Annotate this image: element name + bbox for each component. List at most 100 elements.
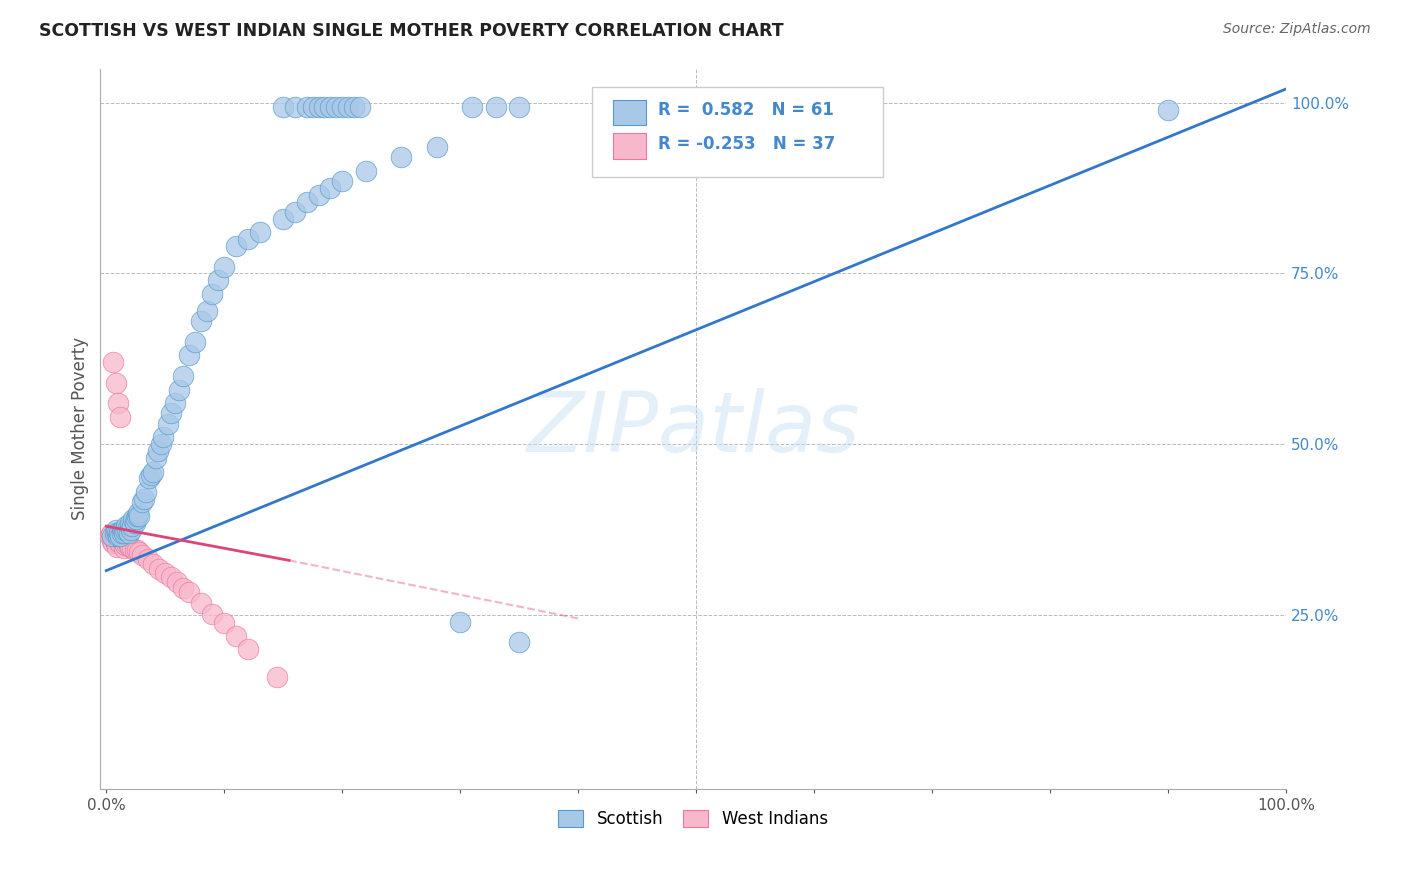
- Point: [249, 226, 271, 240]
- Text: SCOTTISH VS WEST INDIAN SINGLE MOTHER POVERTY CORRELATION CHART: SCOTTISH VS WEST INDIAN SINGLE MOTHER PO…: [39, 22, 785, 40]
- Point: [107, 534, 129, 549]
- Point: [301, 100, 323, 114]
- Point: [207, 273, 229, 287]
- Text: R = -0.253   N = 37: R = -0.253 N = 37: [658, 136, 835, 153]
- Point: [152, 430, 174, 444]
- Point: [114, 523, 136, 537]
- Point: [349, 100, 371, 114]
- Point: [236, 232, 259, 246]
- Point: [101, 534, 124, 549]
- Point: [117, 534, 139, 549]
- Point: [271, 211, 294, 226]
- Point: [169, 383, 191, 397]
- Point: [125, 543, 148, 558]
- Text: Source: ZipAtlas.com: Source: ZipAtlas.com: [1223, 22, 1371, 37]
- Point: [149, 437, 172, 451]
- Point: [212, 260, 235, 274]
- Point: [105, 540, 128, 554]
- Point: [118, 540, 141, 554]
- Point: [103, 355, 125, 369]
- Point: [177, 348, 200, 362]
- Point: [101, 529, 124, 543]
- Point: [225, 628, 247, 642]
- Point: [325, 100, 347, 114]
- Point: [166, 575, 188, 590]
- Point: [105, 526, 128, 541]
- Point: [120, 523, 142, 537]
- Point: [115, 519, 138, 533]
- Point: [330, 100, 353, 114]
- Point: [389, 150, 412, 164]
- Point: [449, 615, 471, 629]
- Point: [142, 465, 165, 479]
- Point: [148, 561, 170, 575]
- Point: [98, 529, 121, 543]
- Point: [155, 566, 177, 580]
- Point: [508, 100, 530, 114]
- Point: [319, 100, 342, 114]
- Point: [271, 100, 294, 114]
- FancyBboxPatch shape: [592, 87, 883, 177]
- Point: [354, 164, 377, 178]
- Point: [110, 533, 132, 547]
- Point: [111, 523, 134, 537]
- Point: [127, 506, 149, 520]
- Point: [172, 581, 194, 595]
- Point: [108, 526, 131, 541]
- Point: [190, 596, 212, 610]
- Point: [195, 304, 218, 318]
- Point: [132, 491, 155, 506]
- Point: [461, 100, 484, 114]
- Point: [201, 607, 224, 621]
- Point: [103, 536, 125, 550]
- Point: [284, 205, 307, 219]
- Point: [160, 407, 183, 421]
- Point: [103, 526, 125, 541]
- Point: [426, 140, 449, 154]
- Point: [104, 376, 127, 390]
- Point: [107, 396, 129, 410]
- Point: [266, 669, 288, 683]
- Point: [1157, 103, 1180, 117]
- Point: [236, 642, 259, 657]
- Point: [138, 471, 160, 485]
- Text: R =  0.582   N = 61: R = 0.582 N = 61: [658, 102, 834, 120]
- Point: [100, 527, 122, 541]
- Point: [118, 538, 141, 552]
- Y-axis label: Single Mother Poverty: Single Mother Poverty: [72, 337, 89, 520]
- Point: [121, 541, 143, 555]
- Point: [160, 570, 183, 584]
- Point: [110, 536, 132, 550]
- Point: [115, 536, 138, 550]
- Point: [156, 417, 179, 431]
- Point: [103, 533, 125, 547]
- Point: [172, 368, 194, 383]
- Point: [121, 519, 143, 533]
- Point: [131, 548, 153, 562]
- Point: [136, 552, 159, 566]
- Point: [118, 526, 141, 541]
- Point: [308, 100, 330, 114]
- Point: [146, 444, 169, 458]
- Point: [201, 287, 224, 301]
- Point: [183, 334, 205, 349]
- FancyBboxPatch shape: [613, 134, 645, 159]
- Point: [295, 100, 318, 114]
- Point: [125, 508, 148, 523]
- Point: [508, 635, 530, 649]
- Point: [114, 538, 136, 552]
- Legend: Scottish, West Indians: Scottish, West Indians: [551, 804, 835, 835]
- Point: [124, 543, 146, 558]
- Point: [284, 100, 307, 114]
- Point: [308, 187, 330, 202]
- Point: [295, 194, 318, 209]
- Point: [330, 174, 353, 188]
- Point: [163, 396, 186, 410]
- Point: [112, 541, 135, 555]
- FancyBboxPatch shape: [613, 100, 645, 125]
- Point: [314, 100, 336, 114]
- Point: [225, 239, 247, 253]
- Point: [190, 314, 212, 328]
- Text: ZIPatlas: ZIPatlas: [526, 388, 860, 469]
- Point: [484, 100, 506, 114]
